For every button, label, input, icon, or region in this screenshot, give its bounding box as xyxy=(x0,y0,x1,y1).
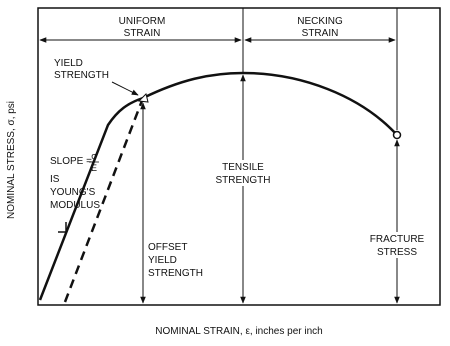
region-label: NECKING xyxy=(297,16,343,27)
frame xyxy=(37,7,441,306)
region-label: STRAIN xyxy=(302,28,339,39)
y-axis-label: NOMINAL STRESS, σ, psi xyxy=(6,101,17,219)
pointer xyxy=(111,81,139,96)
region-label: UNIFORM xyxy=(119,16,166,27)
annotation: YOUNG'S xyxy=(50,187,96,198)
annotation: STRENGTH xyxy=(216,175,271,186)
x-axis-label: NOMINAL STRAIN, ε, inches per inch xyxy=(155,326,322,337)
fracture-point xyxy=(392,130,402,140)
label-bg xyxy=(365,232,429,258)
annotation: OFFSET xyxy=(148,242,187,253)
annotation: IS xyxy=(50,174,60,185)
annotation: TENSILE xyxy=(222,162,264,173)
annotation: STRESS xyxy=(377,247,417,258)
annotation: FRACTURE xyxy=(370,234,425,245)
annotation: MODULUS xyxy=(50,200,100,211)
annotation: SLOPE = xyxy=(50,156,92,167)
slope-triangle xyxy=(58,222,67,233)
annotation: YIELD xyxy=(148,255,177,266)
annotation: σ xyxy=(91,151,97,161)
offset-line xyxy=(63,97,145,303)
annotation: STRENGTH xyxy=(54,70,109,81)
yield-point xyxy=(137,93,149,103)
annotation: YIELD xyxy=(54,58,83,69)
stress-strain-curve xyxy=(38,71,398,301)
region-label: STRAIN xyxy=(124,28,161,39)
label-bg xyxy=(215,160,271,186)
annotation: STRENGTH xyxy=(148,268,203,279)
annotation: E xyxy=(91,163,97,173)
